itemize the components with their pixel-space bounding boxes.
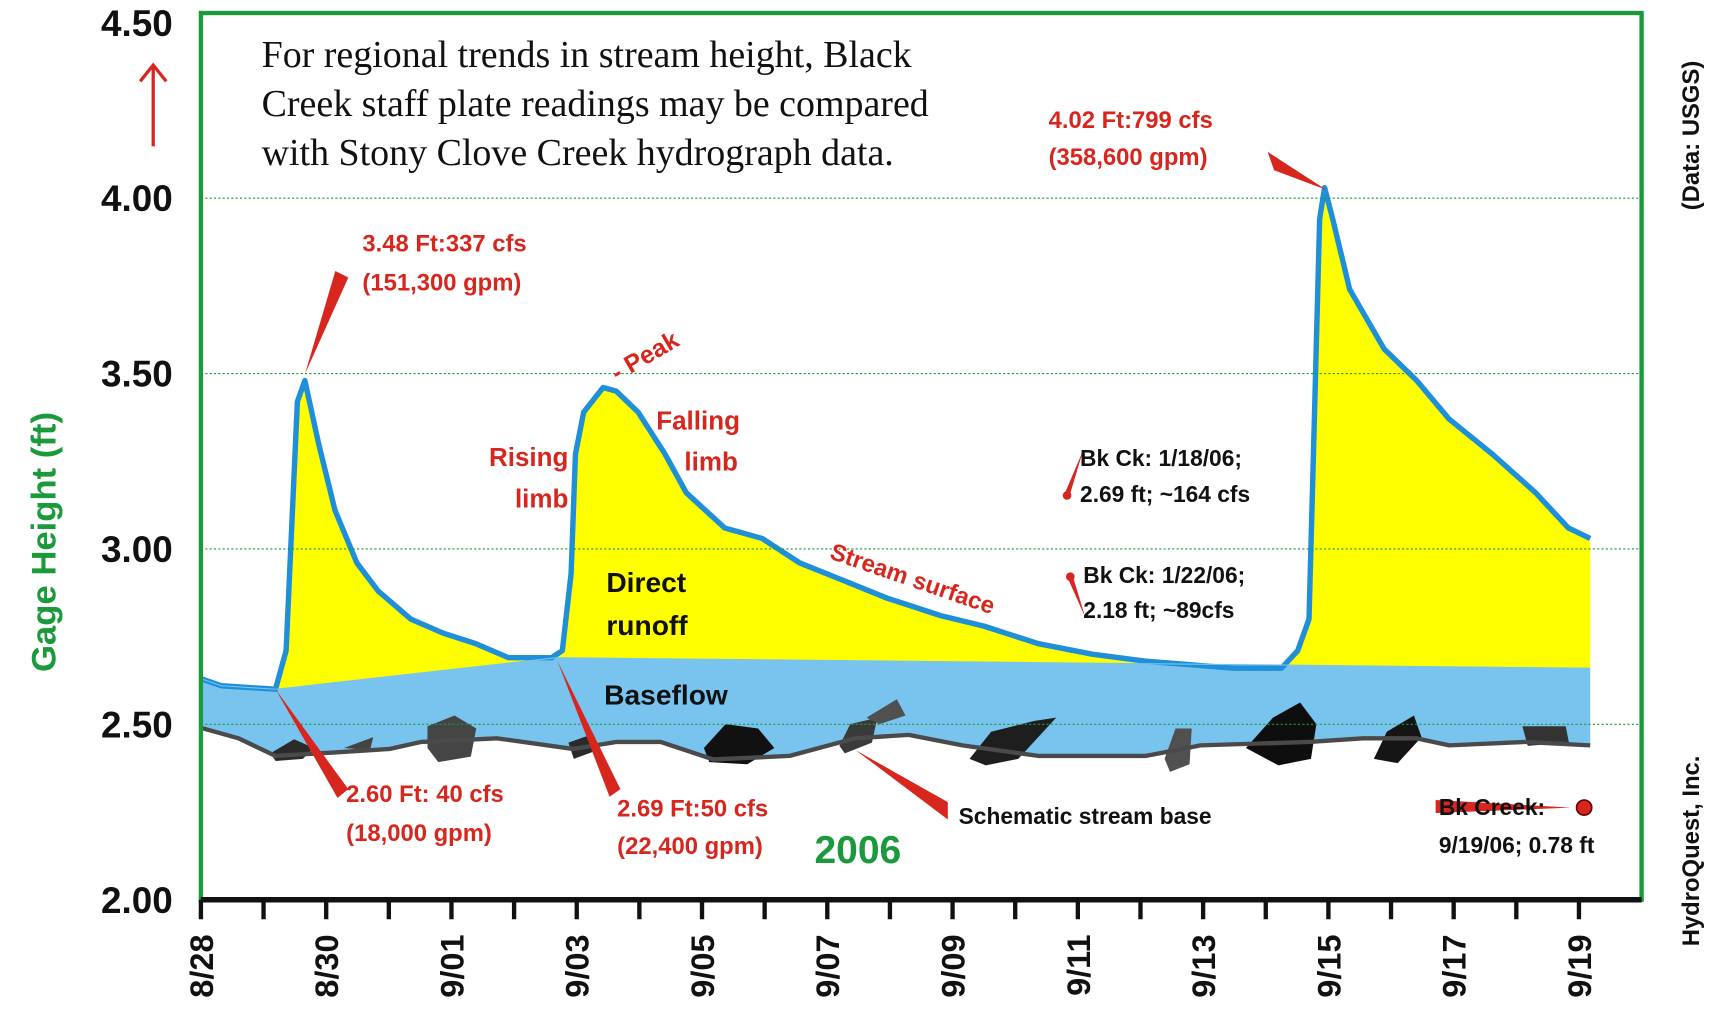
annotation: 2.69 Ft:50 cfs — [617, 795, 768, 822]
source-label: (Data: USGS) — [1678, 61, 1705, 211]
annotation: 2.18 ft; ~89cfs — [1083, 597, 1234, 623]
x-tick-label: 9/01 — [434, 934, 470, 997]
annotation: - Peak — [606, 326, 684, 387]
y-tick-label: 3.00 — [101, 529, 173, 570]
note-text: with Stony Clove Creek hydrograph data. — [262, 132, 894, 174]
note-text: For regional trends in stream height, Bl… — [262, 34, 912, 76]
annotation: 4.02 Ft:799 cfs — [1049, 107, 1213, 134]
y-tick-label: 2.50 — [101, 704, 173, 745]
annotation: (358,600 gpm) — [1049, 144, 1208, 171]
x-tick-label: 9/05 — [685, 934, 721, 997]
annotation: 2.69 ft; ~164 cfs — [1080, 481, 1250, 507]
annotation: 2.60 Ft: 40 cfs — [346, 781, 504, 808]
marker — [1577, 800, 1592, 815]
year-label: 2006 — [814, 829, 901, 872]
x-tick-label: 8/30 — [309, 934, 345, 997]
annotation: 3.48 Ft:337 cfs — [362, 230, 526, 257]
annotation: Bk Ck: 1/22/06; — [1083, 562, 1245, 588]
x-tick-label: 9/09 — [935, 934, 971, 997]
annotation: 9/19/06; 0.78 ft — [1439, 832, 1595, 858]
series-label: Schematic stream base — [959, 803, 1212, 829]
credit-label: HydroQuest, Inc. — [1678, 756, 1705, 947]
annotation: (22,400 gpm) — [617, 833, 763, 860]
annotation: runoff — [606, 609, 688, 641]
annotation: Rising — [489, 442, 568, 472]
annotation: (151,300 gpm) — [362, 270, 521, 297]
annotation: limb — [684, 446, 737, 476]
x-tick-label: 9/15 — [1311, 934, 1347, 997]
marker — [1066, 572, 1075, 581]
pointer — [856, 750, 948, 819]
y-axis-label: Gage Height (ft) — [26, 412, 64, 672]
marker — [1063, 491, 1072, 500]
annotation: Bk Ck: 1/18/06; — [1080, 445, 1242, 471]
annotation: Falling — [656, 405, 740, 435]
series-label: Baseflow — [604, 679, 728, 711]
x-tick-label: 8/28 — [184, 934, 220, 997]
annotation: limb — [515, 483, 568, 513]
pointer — [1268, 152, 1327, 190]
x-tick-label: 9/19 — [1562, 934, 1598, 997]
pointer — [305, 271, 348, 374]
annotation: Bk Creek: — [1439, 794, 1545, 820]
x-tick-label: 9/07 — [810, 934, 846, 997]
chart: 2.00 2.50 3.00 3.50 4.00 4.50 8/28 8/30 9/01 9/03… — [0, 0, 1720, 1032]
annotation: (18,000 gpm) — [346, 820, 492, 847]
y-tick-label: 4.00 — [101, 178, 173, 219]
y-tick-label: 4.50 — [101, 3, 173, 44]
y-tick-label: 2.00 — [101, 880, 173, 921]
x-tick-label: 9/03 — [560, 934, 596, 997]
x-tick-label: 9/11 — [1061, 934, 1097, 996]
y-tick-label: 3.50 — [101, 354, 173, 395]
x-tick-label: 9/13 — [1186, 934, 1222, 997]
note-text: Creek staff plate readings may be compar… — [262, 83, 929, 125]
annotation: Direct — [606, 566, 686, 598]
x-tick-label: 9/17 — [1437, 934, 1473, 997]
